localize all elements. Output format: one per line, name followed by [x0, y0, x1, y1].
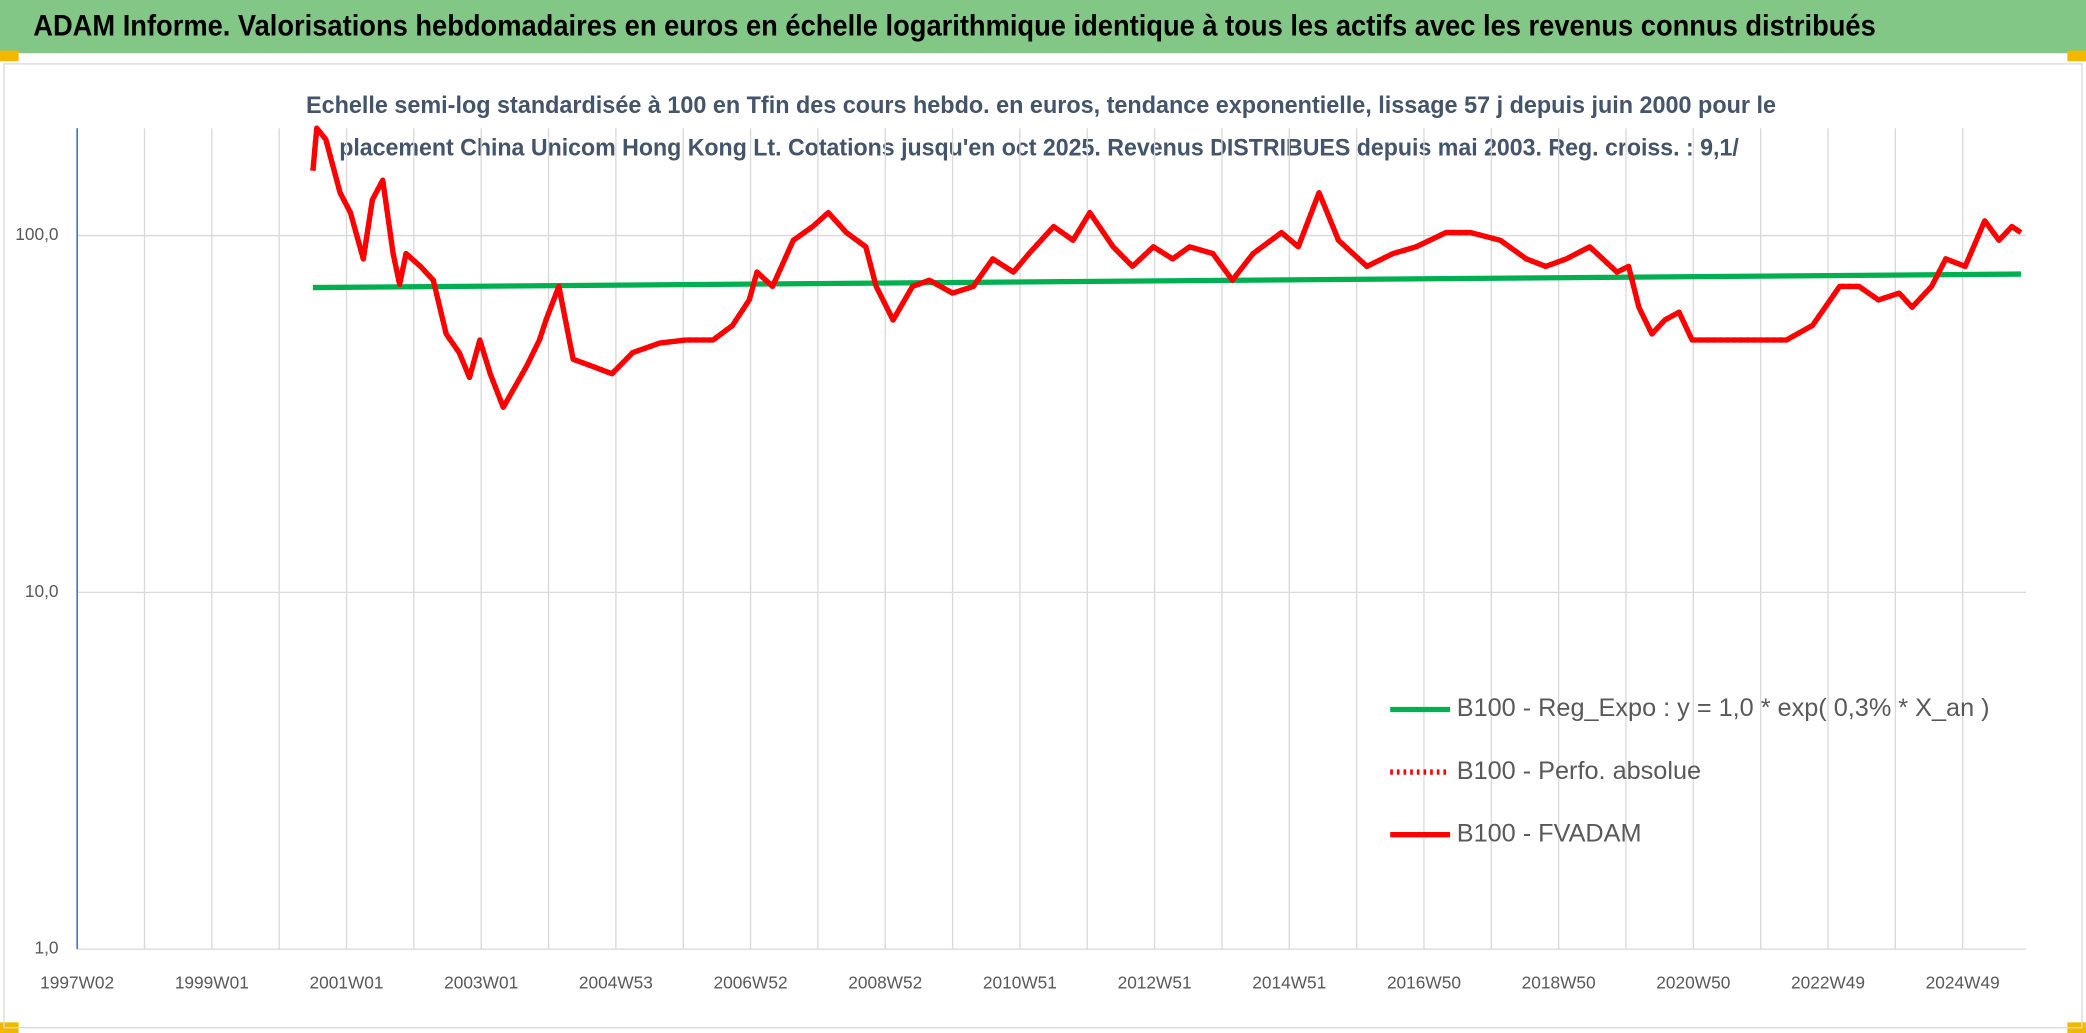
corner-mark	[0, 50, 19, 62]
y-tick-label: 10,0	[25, 581, 59, 601]
x-tick-label: 2016W50	[1387, 972, 1461, 992]
series-line	[312, 271, 2021, 291]
chart-border	[3, 63, 2083, 1029]
series-line	[310, 125, 2023, 411]
x-tick-label: 2001W01	[310, 972, 384, 992]
x-tick-label: 2014W51	[1252, 972, 1326, 992]
chart-subtitle: Echelle semi-log standardisée à 100 en T…	[306, 92, 1776, 119]
chart-title: ADAM Informe. Valorisations hebdomadaire…	[33, 11, 1876, 43]
x-tick-label: 2022W49	[1791, 972, 1865, 992]
x-tick-label: 2024W49	[1926, 972, 2000, 992]
plot	[310, 125, 2023, 411]
title-bar	[0, 0, 2086, 54]
x-tick-label: 1997W02	[40, 972, 114, 992]
x-tick-label: 2008W52	[848, 972, 922, 992]
y-tick-label: 100,0	[15, 224, 58, 244]
x-tick-label: 1999W01	[175, 972, 249, 992]
x-tick-label: 2004W53	[579, 972, 653, 992]
chart-subtitle: placement China Unicom Hong Kong Lt. Cot…	[339, 134, 1739, 161]
x-tick-label: 2010W51	[983, 972, 1057, 992]
x-tick-label: 2006W52	[714, 972, 788, 992]
x-tick-label: 2003W01	[444, 972, 518, 992]
legend-label: B100 - Perfo. absolue	[1457, 757, 1701, 785]
legend-label: B100 - FVADAM	[1457, 819, 1642, 847]
x-tick-label: 2012W51	[1118, 972, 1192, 992]
corner-mark	[2067, 50, 2086, 62]
x-tick-label: 2018W50	[1522, 972, 1596, 992]
grid: 1,0 10,0 100,0 1997W02 1999W01 2001W01 2003W01…	[15, 128, 2027, 992]
legend: B100 - Reg_Expo : y = 1,0 * exp( 0,3% * …	[1390, 694, 1990, 847]
legend-label: B100 - Reg_Expo : y = 1,0 * exp( 0,3% * …	[1457, 694, 1990, 722]
x-tick-label: 2020W50	[1656, 972, 1730, 992]
y-tick-label: 1,0	[34, 938, 58, 958]
